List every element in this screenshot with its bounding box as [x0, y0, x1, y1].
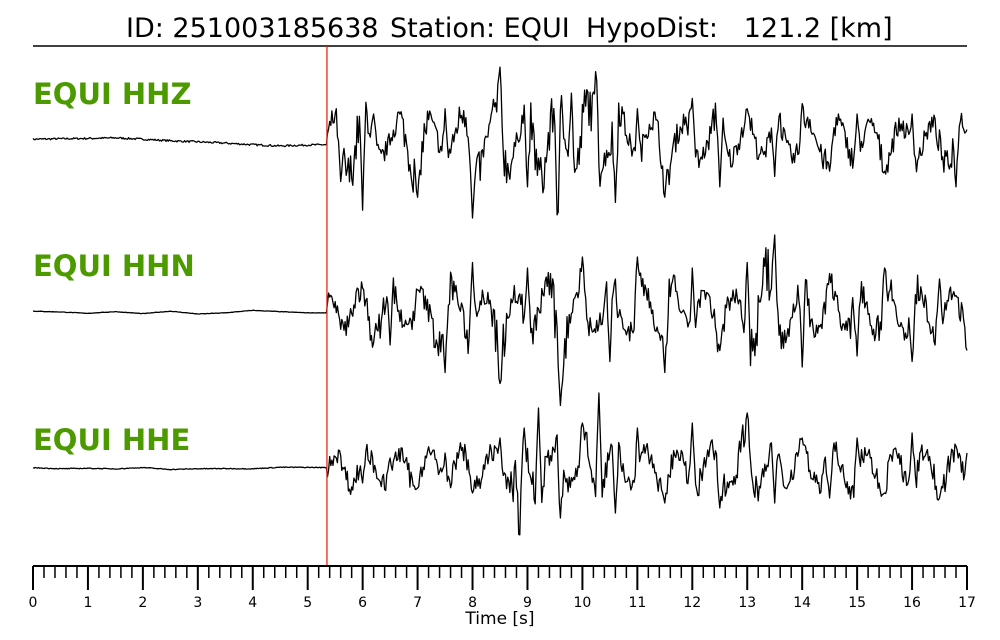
chart-title: ID: 251003185638 Station: EQUI HypoDist:…: [126, 13, 893, 44]
x-tick-label: 2: [138, 595, 147, 611]
waveform-equi-hhn: [32, 234, 968, 407]
waveform-equi-hhz: [32, 66, 968, 219]
x-tick-label: 1: [83, 595, 92, 611]
x-tick-label: 17: [958, 595, 976, 611]
title-station: Station: EQUI: [390, 13, 570, 44]
x-tick-label: 5: [303, 595, 312, 611]
x-tick-label: 4: [248, 595, 257, 611]
channel-label-hhe: EQUI HHE: [33, 423, 190, 457]
x-axis-label: Time [s]: [464, 609, 534, 629]
x-tick-label: 13: [738, 595, 756, 611]
x-tick-label: 3: [193, 595, 202, 611]
x-tick-label: 10: [573, 595, 591, 611]
title-event-id: ID: 251003185638: [126, 13, 379, 44]
x-tick-label: 0: [29, 595, 38, 611]
x-tick-label: 6: [358, 595, 367, 611]
channel-label-hhn: EQUI HHN: [33, 249, 195, 283]
channel-label-hhz: EQUI HHZ: [33, 77, 191, 111]
waveform-equi-hhe: [32, 392, 968, 536]
title-hypodist: HypoDist: 121.2 [km]: [586, 13, 893, 44]
x-tick-label: 12: [683, 595, 701, 611]
x-tick-label: 9: [523, 595, 532, 611]
time-axis: 0 1 2 3 4 5 6 7 8 9 10 11 12 13 14 15 16 17: [29, 565, 976, 611]
waveform-traces: [32, 66, 968, 536]
x-tick-label: 14: [793, 595, 811, 611]
x-tick-label: 7: [413, 595, 422, 611]
x-tick-label: 15: [848, 595, 866, 611]
x-tick-label: 16: [903, 595, 921, 611]
x-tick-label: 11: [628, 595, 646, 611]
x-tick-label: 8: [468, 595, 477, 611]
